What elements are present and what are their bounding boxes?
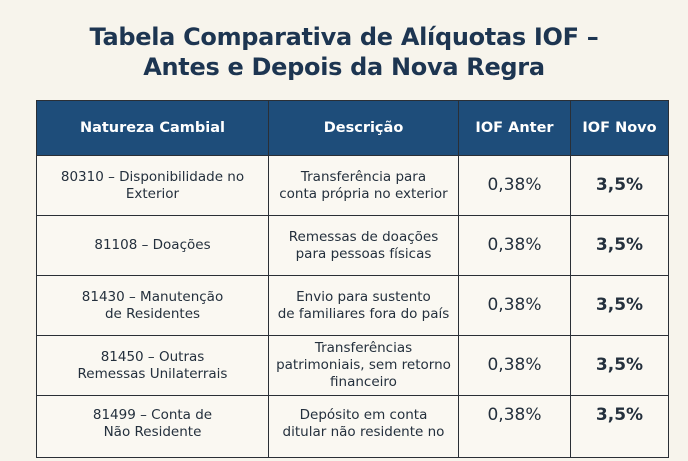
nature-cell: 81499 – Conta de Não Residente [36,395,269,458]
header-descricao: Descrição [268,100,459,156]
table-row: 80310 – Disponibilidade no Exterior Tran… [36,155,669,216]
iof-old-cell: 0,38% [458,395,571,458]
description-cell: Depósito em conta ditular não residente … [268,395,459,458]
iof-old-cell: 0,38% [458,155,571,216]
table-row: 81499 – Conta de Não Residente Depósito … [36,395,669,458]
table-row: 81450 – Outras Remessas Unilaterrais Tra… [36,335,669,396]
description-cell: Transferências patrimoniais, sem retorno… [268,335,459,396]
header-natureza-cambial: Natureza Cambial [36,100,269,156]
iof-new-cell: 3,5% [570,155,669,216]
header-iof-novo: IOF Novo [570,100,669,156]
iof-old-cell: 0,38% [458,335,571,396]
table-header-row: Natureza Cambial Descrição IOF Anter IOF… [36,100,669,156]
description-cell: Transferência para conta própria no exte… [268,155,459,216]
description-cell: Envio para sustento de familiares fora d… [268,275,459,336]
nature-cell: 81108 – Doações [36,215,269,276]
nature-cell: 81430 – Manutenção de Residentes [36,275,269,336]
iof-new-cell: 3,5% [570,335,669,396]
table-row: 81108 – Doações Remessas de doações para… [36,215,669,276]
header-iof-anterior: IOF Anter [458,100,571,156]
table-row: 81430 – Manutenção de Residentes Envio p… [36,275,669,336]
iof-old-cell: 0,38% [458,215,571,276]
description-cell: Remessas de doações para pessoas físicas [268,215,459,276]
nature-cell: 80310 – Disponibilidade no Exterior [36,155,269,216]
page-title: Tabela Comparativa de Alíquotas IOF – An… [0,22,688,82]
iof-new-cell: 3,5% [570,275,669,336]
iof-comparison-table: Natureza Cambial Descrição IOF Anter IOF… [36,100,669,458]
iof-old-cell: 0,38% [458,275,571,336]
iof-new-cell: 3,5% [570,395,669,458]
nature-cell: 81450 – Outras Remessas Unilaterrais [36,335,269,396]
title-line-1: Tabela Comparativa de Alíquotas IOF – [89,23,599,51]
title-line-2: Antes e Depois da Nova Regra [143,53,545,81]
iof-new-cell: 3,5% [570,215,669,276]
